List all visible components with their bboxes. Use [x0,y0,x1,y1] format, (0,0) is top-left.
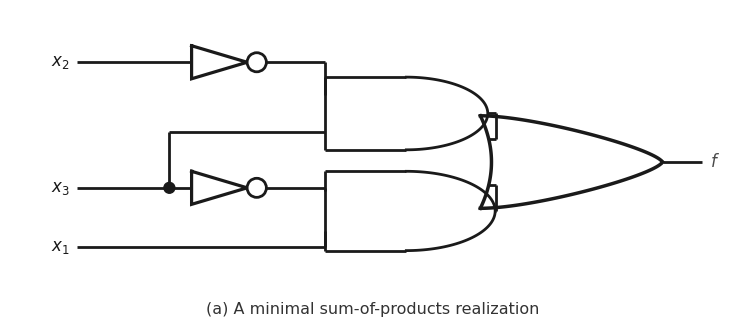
Circle shape [164,182,175,193]
Circle shape [247,53,266,72]
Text: (a) A minimal sum-of-products realization: (a) A minimal sum-of-products realizatio… [207,302,539,317]
Text: $x_1$: $x_1$ [51,238,69,256]
Circle shape [247,178,266,197]
Text: $x_3$: $x_3$ [51,179,69,197]
Text: $x_2$: $x_2$ [51,53,69,71]
Text: $f$: $f$ [710,153,720,171]
